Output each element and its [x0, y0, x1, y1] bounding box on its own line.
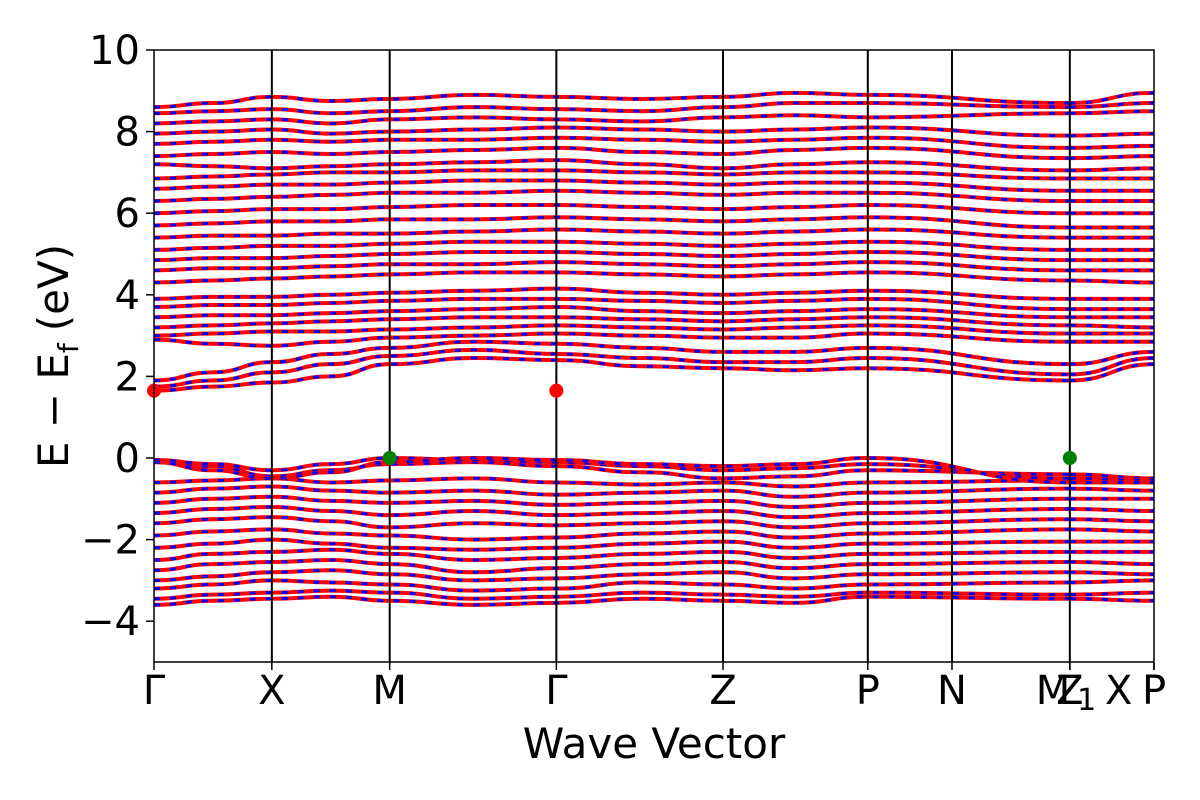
y-tick-label: 10	[89, 28, 140, 74]
x-tick-label: P	[1142, 668, 1166, 714]
band-1-seg-1-spin-up	[1069, 590, 1155, 597]
x-tick-label: Γ	[143, 668, 166, 714]
band-28-seg-0-spin-up	[153, 239, 1070, 252]
y-tick-label: −4	[81, 599, 140, 645]
band-24-seg-0-spin-up	[153, 286, 1070, 301]
band-0-seg-1-spin-up	[1069, 596, 1155, 603]
band-39-seg-0-spin-up	[153, 111, 1070, 126]
x-tick-label: 1	[1077, 683, 1096, 718]
y-axis-ticks: −4 −2 0 2 4 6 8 10	[81, 28, 154, 645]
y-axis-label: E − Ef (eV)	[29, 244, 85, 468]
band-9-seg-1-spin-up	[1069, 507, 1155, 514]
band-10-seg-0-spin-up	[153, 494, 1070, 509]
x-tick-label: Γ	[545, 668, 568, 714]
band-4-seg-1-spin-up	[1069, 560, 1155, 567]
y-tick-label: 0	[115, 436, 140, 482]
x-tick-label: Z	[1056, 668, 1083, 714]
y-tick-label: 4	[115, 273, 140, 319]
band-37-seg-1-spin-up	[1069, 143, 1155, 150]
band-37-seg-0-spin-up	[153, 135, 1070, 150]
y-axis-label-sub: f	[52, 342, 85, 353]
band-30-seg-0-spin-up	[153, 215, 1070, 230]
y-tick-label: 6	[115, 191, 140, 237]
y-tick-label: 8	[115, 110, 140, 156]
band-3-seg-1-spin-up	[1069, 570, 1155, 577]
band-13-seg-1-spin-up	[1069, 472, 1155, 481]
band-22-seg-0-spin-up	[153, 305, 1070, 320]
band-25-seg-0-spin-up	[153, 270, 1070, 285]
band-27-seg-0-spin-up	[153, 249, 1070, 263]
band-38-seg-0-spin-up	[153, 125, 1070, 138]
x-tick-label: N	[937, 668, 967, 714]
x-axis-label: Wave Vector	[523, 719, 786, 768]
band-edge-markers	[147, 383, 1077, 465]
y-axis-label-unit: (eV)	[29, 244, 78, 331]
plot-frame	[153, 49, 1155, 663]
band-31-seg-0-spin-up	[153, 203, 1070, 216]
band-41-seg-1-spin-up	[1069, 90, 1155, 106]
band-17-seg-1-spin-up	[1069, 356, 1155, 377]
band-9-seg-0-spin-up	[153, 504, 1070, 520]
x-tick-label: M	[372, 668, 407, 714]
band-35-seg-0-spin-up	[153, 158, 1070, 173]
y-tick-label: 2	[115, 354, 140, 400]
band-34-seg-0-spin-up	[153, 168, 1070, 181]
x-tick-label: P	[856, 668, 880, 714]
bands-layer	[153, 90, 1155, 607]
x-tick-label: M	[1036, 668, 1071, 714]
band-11-seg-0-spin-up	[153, 484, 1070, 499]
band-29-seg-0-spin-up	[153, 227, 1070, 240]
band-2-seg-1-spin-up	[1069, 578, 1155, 585]
band-36-seg-0-spin-up	[153, 145, 1070, 161]
x-tick-label: Z	[709, 668, 736, 714]
band-18-seg-1-spin-up	[1069, 349, 1155, 367]
band-16-seg-1-spin-up	[1069, 362, 1155, 383]
band-7-seg-1-spin-up	[1069, 527, 1155, 534]
band-2-seg-0-spin-up	[153, 578, 1070, 593]
band-25-seg-1-spin-up	[1069, 278, 1155, 285]
band-11-seg-1-spin-up	[1069, 486, 1155, 493]
y-axis-label-main: E − E	[29, 353, 78, 468]
cbm-marker	[549, 383, 564, 398]
band-19-seg-0-spin-up	[153, 331, 1070, 348]
band-38-seg-1-spin-up	[1069, 131, 1155, 138]
band-16-seg-0-spin-up	[153, 356, 1070, 393]
band-12-seg-0-spin-up	[153, 476, 1070, 489]
band-5-seg-0-spin-up	[153, 547, 1070, 563]
band-36-seg-1-spin-up	[1069, 154, 1155, 161]
band-8-seg-0-spin-up	[153, 515, 1070, 530]
band-8-seg-1-spin-up	[1069, 517, 1155, 524]
band-6-seg-0-spin-up	[153, 537, 1070, 552]
band-21-seg-1-spin-up	[1069, 323, 1155, 330]
vbm-marker	[382, 451, 397, 465]
band-40-seg-1-spin-up	[1069, 101, 1155, 110]
band-14-seg-1-spin-up	[1069, 476, 1155, 483]
x-axis-ticks: Γ X M Γ Z P N MZ1 X P	[143, 662, 1166, 718]
vbm-marker	[1062, 451, 1077, 465]
y-tick-label: −2	[81, 518, 140, 564]
band-7-seg-0-spin-up	[153, 527, 1070, 542]
band-15-seg-0-spin-down	[153, 456, 1070, 484]
band-32-seg-0-spin-up	[153, 188, 1070, 203]
x-tick-label: X	[258, 668, 285, 714]
band-17-seg-0-spin-down	[153, 348, 1070, 389]
band-26-seg-0-spin-up	[153, 260, 1070, 273]
band-39-seg-1-spin-up	[1069, 109, 1155, 116]
band-33-seg-0-spin-up	[153, 178, 1070, 193]
x-tick-label: X	[1105, 668, 1132, 714]
band-0-seg-0-spin-up	[153, 594, 1070, 607]
band-40-seg-0-spin-up	[153, 101, 1070, 116]
high-symmetry-lines	[270, 50, 1071, 662]
band-35-seg-1-spin-up	[1069, 166, 1155, 173]
band-23-seg-0-spin-up	[153, 296, 1070, 312]
